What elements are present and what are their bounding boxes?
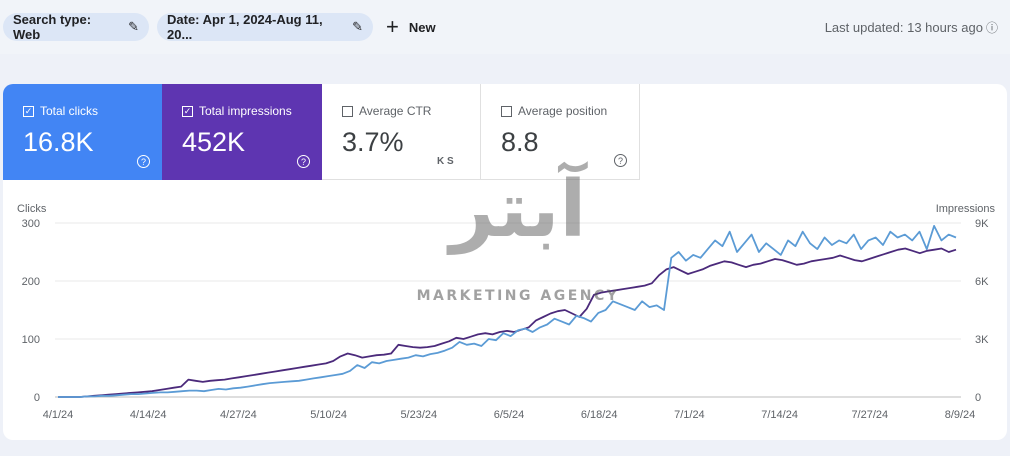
x-tick-label: 5/10/24 xyxy=(310,409,347,421)
watermark-logo: آبتر xyxy=(446,161,589,255)
metric-total-clicks[interactable]: ✓ Total clicks 16.8K ? xyxy=(3,84,162,180)
x-tick-label: 4/14/24 xyxy=(130,409,167,421)
metric-label: Average CTR xyxy=(359,104,432,118)
date-range-label: Date: Apr 1, 2024-Aug 11, 20... xyxy=(167,12,323,42)
x-tick-label: 4/1/24 xyxy=(43,409,74,421)
x-tick-label: 5/23/24 xyxy=(400,409,437,421)
y-tick-label-left: 100 xyxy=(22,334,40,346)
metric-label: Total impressions xyxy=(199,104,292,118)
date-range-chip[interactable]: Date: Apr 1, 2024-Aug 11, 20... ✎ xyxy=(157,12,373,42)
metric-value: 8.8 xyxy=(501,127,539,157)
search-type-chip[interactable]: Search type: Web ✎ xyxy=(3,12,149,42)
y-axis-left-title: Clicks xyxy=(17,203,47,215)
series-line-impressions xyxy=(58,247,957,398)
watermark-stamp: K S xyxy=(437,156,454,167)
performance-card: ✓ Total clicks 16.8K ? ✓ Total impressions… xyxy=(3,84,1007,440)
y-tick-label-left: 0 xyxy=(34,392,40,404)
top-bar: Search type: Web ✎ Date: Apr 1, 2024-Aug… xyxy=(0,0,1010,54)
x-tick-label: 6/5/24 xyxy=(494,409,525,421)
metric-value: 452K xyxy=(182,127,246,157)
plus-icon: + xyxy=(386,14,399,39)
y-tick-label-left: 200 xyxy=(22,276,40,288)
metric-value: 16.8K xyxy=(23,127,94,157)
last-updated: Last updated: 13 hours ago ⓘ xyxy=(825,19,998,36)
series-line-clicks xyxy=(58,224,957,398)
y-tick-label-right: 9K xyxy=(975,218,989,230)
y-axis-right-title: Impressions xyxy=(936,203,996,215)
metric-total-impressions[interactable]: ✓ Total impressions 452K ? xyxy=(162,84,322,180)
checkbox-checked-icon[interactable]: ✓ xyxy=(182,105,193,117)
x-tick-label: 7/1/24 xyxy=(674,409,705,421)
x-tick-label: 6/18/24 xyxy=(581,409,618,421)
x-tick-label: 8/9/24 xyxy=(945,409,976,421)
y-tick-label-right: 6K xyxy=(975,276,989,288)
metric-average-position[interactable]: Average position 8.8 ? xyxy=(481,84,640,180)
new-filter-button[interactable]: + New xyxy=(386,13,436,41)
metric-value: 3.7% xyxy=(342,127,404,157)
y-tick-label-left: 300 xyxy=(22,218,40,230)
watermark-tagline: MARKETING AGENCY xyxy=(417,288,620,304)
last-updated-text: Last updated: 13 hours ago xyxy=(824,20,983,35)
search-type-label: Search type: Web xyxy=(13,12,92,42)
new-filter-label: New xyxy=(408,19,436,35)
info-icon[interactable]: ⓘ xyxy=(985,21,998,35)
checkbox-checked-icon[interactable]: ✓ xyxy=(23,105,34,117)
help-icon[interactable]: ? xyxy=(614,154,627,167)
pencil-icon: ✎ xyxy=(352,19,363,34)
pencil-icon: ✎ xyxy=(128,19,139,34)
x-tick-label: 7/14/24 xyxy=(761,409,798,421)
help-icon[interactable]: ? xyxy=(137,155,150,168)
checkbox-unchecked-icon[interactable] xyxy=(342,105,353,117)
metric-average-ctr[interactable]: Average CTR 3.7% K S xyxy=(322,84,481,180)
help-icon[interactable]: ? xyxy=(297,155,310,168)
checkbox-unchecked-icon[interactable] xyxy=(501,105,512,117)
metric-label: Average position xyxy=(518,104,608,118)
y-tick-label-right: 3K xyxy=(975,334,989,346)
x-tick-label: 4/27/24 xyxy=(220,409,257,421)
metric-label: Total clicks xyxy=(40,104,99,118)
y-tick-label-right: 0 xyxy=(975,392,981,404)
x-tick-label: 7/27/24 xyxy=(851,409,888,421)
